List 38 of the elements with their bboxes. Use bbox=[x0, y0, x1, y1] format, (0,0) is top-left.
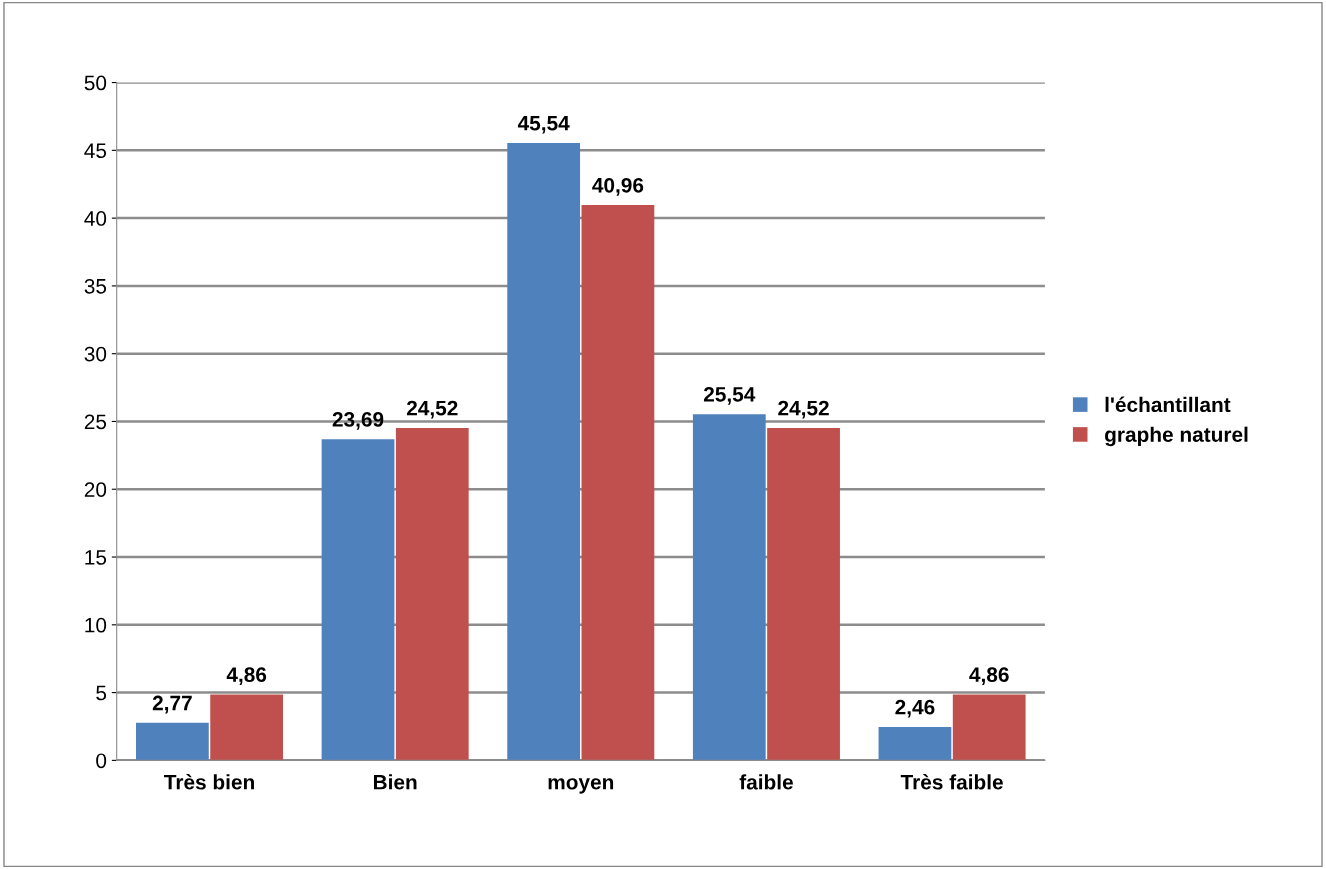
data-label: 2,77 bbox=[152, 695, 192, 714]
bar bbox=[692, 414, 766, 761]
bar bbox=[767, 427, 840, 761]
data-label: 4,86 bbox=[226, 667, 267, 686]
y-tick-label: 20 bbox=[84, 482, 107, 497]
y-tick-label: 45 bbox=[84, 143, 107, 159]
y-tick-label: 10 bbox=[85, 617, 107, 633]
y-tick-label: 40 bbox=[84, 211, 107, 226]
y-tick-label: 30 bbox=[84, 346, 107, 362]
y-tick-label: 50 bbox=[84, 75, 107, 91]
bar bbox=[581, 205, 655, 761]
x-tick-label: Très bien bbox=[164, 774, 254, 790]
bar bbox=[507, 143, 581, 761]
bar bbox=[878, 727, 952, 761]
x-tick-label: moyen bbox=[548, 778, 614, 794]
bar bbox=[321, 439, 395, 761]
data-label: 2,46 bbox=[895, 699, 935, 718]
data-label: 24,52 bbox=[406, 400, 458, 419]
y-tick-label: 5 bbox=[96, 685, 107, 701]
data-label: 40,96 bbox=[592, 177, 644, 196]
y-tick-label: 25 bbox=[84, 414, 107, 430]
data-label: 45,54 bbox=[517, 116, 570, 134]
bar bbox=[952, 694, 1026, 761]
data-label: 24,52 bbox=[778, 400, 829, 419]
data-label: 4,86 bbox=[969, 667, 1009, 686]
legend-label: l'échantillant bbox=[1105, 396, 1231, 413]
bar bbox=[395, 427, 469, 761]
bar bbox=[135, 722, 209, 761]
x-tick-label: Bien bbox=[373, 774, 417, 790]
legend-label: graphe naturel bbox=[1105, 426, 1248, 447]
y-tick-label: 15 bbox=[85, 550, 107, 565]
y-tick-label: 0 bbox=[96, 753, 107, 769]
data-label: 25,54 bbox=[703, 386, 756, 405]
y-tick-label: 35 bbox=[84, 278, 107, 294]
x-tick-label: faible bbox=[739, 774, 793, 790]
x-tick-label: Très faible bbox=[900, 774, 1003, 790]
bar bbox=[210, 694, 284, 761]
data-label: 23,69 bbox=[332, 412, 384, 430]
